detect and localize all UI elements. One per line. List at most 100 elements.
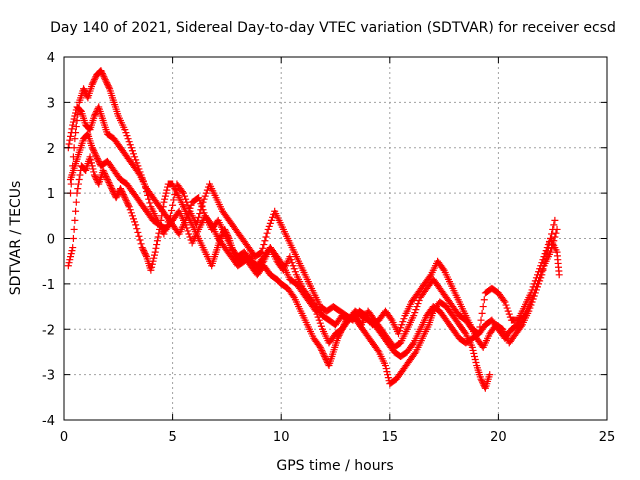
data-point <box>200 195 208 203</box>
data-point <box>101 171 109 179</box>
data-point <box>383 368 391 376</box>
data-point <box>409 340 417 348</box>
data-point <box>98 68 106 76</box>
data-point <box>134 228 142 236</box>
data-point <box>132 156 140 164</box>
data-point <box>439 265 447 273</box>
data-point <box>288 259 296 267</box>
data-point <box>125 138 133 146</box>
y-tick-label: -3 <box>42 369 55 384</box>
data-point <box>504 307 512 315</box>
data-point <box>113 192 121 200</box>
data-point <box>90 77 98 85</box>
data-point <box>322 356 330 363</box>
data-point <box>553 225 561 233</box>
data-point <box>137 240 145 248</box>
data-point <box>199 206 207 214</box>
data-point <box>186 204 194 212</box>
data-point <box>311 306 319 314</box>
data-point <box>81 88 89 96</box>
data-point <box>269 213 277 221</box>
data-point <box>160 198 168 206</box>
x-tick-label: 0 <box>60 430 68 445</box>
data-point <box>67 129 75 137</box>
data-point <box>536 265 544 273</box>
data-point <box>72 109 80 117</box>
data-point <box>289 262 297 270</box>
data-point <box>119 189 127 197</box>
data-point <box>71 112 79 120</box>
data-point <box>195 194 203 202</box>
data-point <box>529 283 537 291</box>
data-point <box>267 216 275 224</box>
data-point <box>475 330 483 338</box>
data-point <box>530 280 538 288</box>
data-point <box>542 247 550 255</box>
data-point <box>196 210 204 218</box>
data-point <box>106 182 114 190</box>
data-point <box>461 328 469 336</box>
data-point <box>539 256 547 264</box>
data-point <box>124 135 132 143</box>
data-point <box>262 233 270 241</box>
data-point <box>316 319 324 327</box>
data-point <box>265 222 273 230</box>
data-point <box>80 86 88 94</box>
x-tick-label: 20 <box>490 430 507 445</box>
data-point <box>121 126 129 134</box>
data-point <box>155 229 163 237</box>
data-point <box>261 237 269 245</box>
data-point <box>503 304 511 312</box>
data-point <box>410 312 418 320</box>
data-point <box>130 215 138 223</box>
data-point <box>469 346 477 354</box>
data-point <box>533 271 541 279</box>
data-point <box>90 147 98 155</box>
data-point <box>117 186 125 194</box>
data-point <box>91 110 99 118</box>
data-point <box>203 186 211 194</box>
data-point <box>124 201 132 209</box>
data-point <box>72 198 80 206</box>
data-point <box>127 209 135 217</box>
data-point <box>168 207 176 215</box>
data-point <box>318 346 326 354</box>
data-point <box>291 268 299 276</box>
data-point <box>103 79 111 87</box>
data-point <box>478 309 486 317</box>
y-axis-label: SDTVAR / TECUs <box>8 181 24 296</box>
data-point <box>88 159 96 167</box>
data-point <box>161 195 169 203</box>
data-point <box>552 229 560 237</box>
data-point <box>108 185 116 193</box>
x-tick-label: 25 <box>599 430 616 445</box>
data-point <box>171 191 179 199</box>
data-point <box>100 73 108 81</box>
y-tick-label: 3 <box>47 96 55 111</box>
data-point <box>537 262 545 270</box>
data-point <box>480 296 488 304</box>
data-point <box>122 197 130 205</box>
data-point <box>551 216 559 224</box>
data-point <box>394 330 402 338</box>
data-point <box>411 309 419 317</box>
data-point <box>152 244 160 252</box>
y-tick-label: 4 <box>47 51 55 66</box>
data-point <box>104 82 112 90</box>
data-point <box>149 257 157 265</box>
data-point <box>320 351 328 359</box>
data-point <box>148 263 156 271</box>
data-point <box>131 218 139 226</box>
data-point <box>135 232 143 240</box>
data-point <box>89 165 97 173</box>
data-point <box>169 201 177 209</box>
data-point <box>68 125 76 133</box>
data-point <box>397 324 405 332</box>
data-point <box>138 244 146 252</box>
data-point <box>472 359 480 367</box>
data-point <box>201 192 209 200</box>
data-point <box>142 251 150 259</box>
data-point <box>83 131 91 139</box>
data-point <box>312 307 320 315</box>
data-point <box>471 352 479 360</box>
